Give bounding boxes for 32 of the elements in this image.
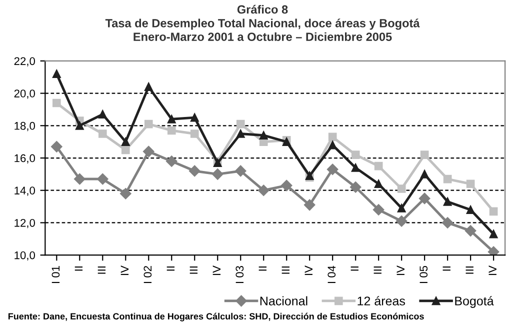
x-tick-label: I 03 [236, 266, 244, 283]
x-tick-label: III [98, 266, 106, 274]
x-tick-label: II [166, 266, 174, 271]
chart-title: Gráfico 8 Tasa de Desempleo Total Nacional, doce áreas y Bogotá Enero-Marzo 2001 a Octubre – Diciembre 2005 [105, 4, 420, 41]
legend-label: Bogotá [455, 296, 494, 308]
x-tick-label: II [74, 266, 83, 271]
x-tick-label: III [374, 266, 382, 274]
x-tick-label: I 01 [52, 266, 60, 283]
y-tick-label: 18,0 [14, 122, 35, 132]
x-tick-label: II [442, 266, 450, 271]
x-tick-label: III [466, 266, 474, 274]
y-tick-label: 22,0 [14, 57, 35, 66]
y-tick-label: 12,0 [14, 218, 35, 228]
x-tick-label: III [190, 266, 198, 274]
legend-label: 12 áreas [358, 296, 405, 306]
x-tick-label: III [282, 266, 290, 274]
y-tick-label: 10,0 [14, 251, 35, 261]
x-tick-label: I 04 [328, 266, 336, 283]
y-tick-label: 16,0 [14, 154, 35, 164]
y-tick-label: 14,0 [14, 186, 35, 196]
x-tick-label: IV [212, 266, 220, 275]
source-note: Fuente: Dane, Encuesta Continua de Hogares Cálculos: SHD, Dirección de Estudios Económicos [8, 312, 424, 322]
legend-label: Nacional [260, 296, 308, 306]
x-tick-label: IV [120, 266, 129, 275]
x-tick-label: II [350, 266, 358, 271]
x-tick-label: IV [488, 266, 496, 275]
y-tick-label: 20,0 [14, 90, 35, 99]
x-tick-label: II [258, 266, 266, 271]
x-tick-label: I 02 [144, 266, 152, 283]
x-tick-label: IV [304, 266, 312, 275]
x-tick-label: I 05 [420, 266, 428, 283]
x-tick-label: IV [396, 266, 404, 275]
